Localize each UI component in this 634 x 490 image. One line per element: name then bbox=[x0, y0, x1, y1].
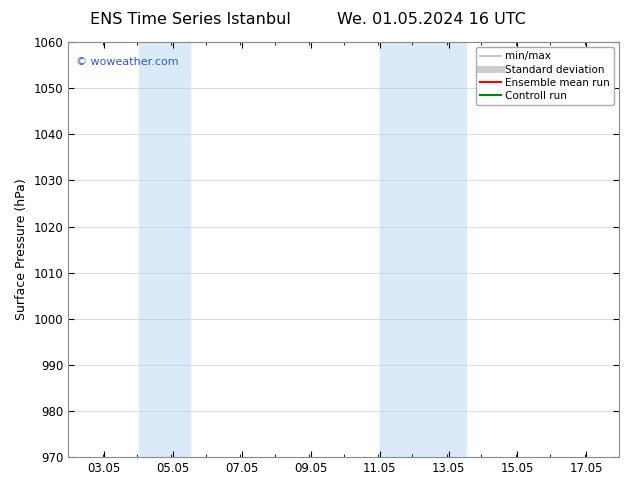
Bar bbox=[406, 42, 466, 457]
Bar bbox=[380, 42, 406, 457]
Text: ENS Time Series Istanbul: ENS Time Series Istanbul bbox=[90, 12, 290, 27]
Text: © woweather.com: © woweather.com bbox=[77, 56, 179, 67]
Y-axis label: Surface Pressure (hPa): Surface Pressure (hPa) bbox=[15, 179, 28, 320]
Legend: min/max, Standard deviation, Ensemble mean run, Controll run: min/max, Standard deviation, Ensemble me… bbox=[476, 47, 614, 105]
Text: We. 01.05.2024 16 UTC: We. 01.05.2024 16 UTC bbox=[337, 12, 526, 27]
Bar bbox=[139, 42, 190, 457]
